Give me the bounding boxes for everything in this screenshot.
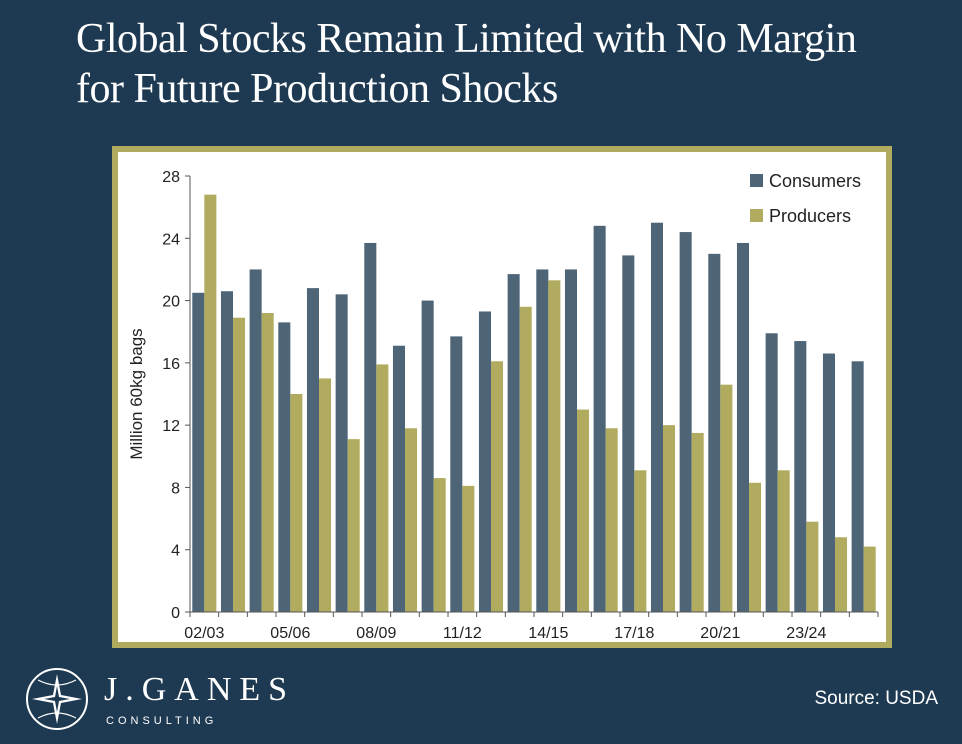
producers-bar — [519, 306, 532, 612]
producers-bar — [605, 428, 618, 612]
consumers-bar — [364, 242, 377, 612]
producers-bar — [863, 546, 876, 612]
producers-bar — [491, 361, 504, 612]
consumers-bar — [650, 222, 663, 612]
title-line-2: for Future Production Shocks — [76, 66, 558, 112]
consumers-bar — [421, 300, 434, 612]
x-tick-label: 08/09 — [356, 625, 396, 642]
producers-bar — [691, 432, 704, 612]
producers-bar — [806, 521, 819, 612]
consumers-bar — [736, 242, 749, 612]
y-tick-label: 28 — [162, 169, 180, 186]
x-tick-label: 11/12 — [443, 625, 482, 642]
y-tick-label: 20 — [162, 294, 180, 311]
consumers-bar — [306, 288, 319, 612]
producers-bar — [634, 470, 647, 612]
producers-bar — [663, 425, 676, 612]
y-tick-label: 16 — [162, 356, 180, 373]
producers-bar — [749, 482, 762, 612]
x-tick-label: 20/21 — [700, 625, 740, 642]
chart-frame: 0 4 8 12 16 20 24 28 02/03 05/06 08/09 11/12 14/15 17… — [112, 146, 892, 648]
producers-bar — [347, 439, 360, 612]
bar-chart: 0 4 8 12 16 20 24 28 02/03 05/06 08/09 11/12 14/15 17… — [127, 169, 879, 642]
producers-bar — [433, 478, 446, 612]
y-tick-label: 24 — [162, 231, 180, 248]
consumers-bar — [450, 336, 463, 612]
producers-bar — [835, 537, 848, 612]
y-tick-label: 0 — [171, 605, 180, 622]
y-tick-label: 8 — [171, 480, 180, 497]
brand-subtitle: CONSULTING — [106, 715, 218, 727]
consumers-bar — [851, 361, 864, 612]
consumers-bar — [249, 269, 262, 612]
consumers-bar — [564, 269, 577, 612]
page-title: Global Stocks Remain Limited with No Mar… — [76, 14, 956, 114]
producers-bar — [405, 428, 418, 612]
producers-bar — [720, 384, 733, 612]
producers-bar — [233, 317, 246, 612]
consumers-bar — [507, 274, 520, 612]
producers-bar — [290, 394, 303, 612]
consumers-bar — [593, 225, 606, 612]
x-tick-label: 23/24 — [786, 625, 826, 642]
producers-bar — [261, 313, 274, 612]
consumers-bar — [708, 253, 721, 612]
x-tick-label: 05/06 — [270, 625, 310, 642]
consumers-bar — [278, 322, 291, 612]
producers-bar — [462, 485, 475, 612]
consumers-bar — [220, 291, 233, 612]
y-axis-label: Million 60kg bags — [127, 328, 146, 459]
producers-bar — [777, 470, 790, 612]
compass-star-logo-icon — [26, 668, 88, 730]
x-tick-label: 17/18 — [614, 625, 654, 642]
producers-bar — [577, 409, 590, 612]
consumers-bar — [335, 294, 348, 612]
legend-label: Producers — [769, 206, 851, 226]
legend-label: Consumers — [769, 171, 861, 191]
consumers-bar — [392, 345, 405, 612]
producers-bar — [204, 194, 217, 612]
consumers-bar — [765, 333, 778, 612]
producers-bar — [376, 364, 389, 612]
consumers-bar — [794, 341, 807, 612]
consumers-bar — [822, 353, 835, 612]
legend-swatch — [750, 174, 763, 187]
consumers-bar — [679, 232, 692, 613]
y-tick-label: 12 — [162, 418, 180, 435]
producers-bar — [319, 378, 332, 612]
consumers-bar — [622, 255, 635, 612]
source-note: Source: USDA — [814, 688, 938, 709]
consumers-bar — [478, 311, 491, 612]
producers-bar — [548, 280, 561, 612]
x-tick-label: 14/15 — [528, 625, 568, 642]
legend-swatch — [750, 209, 763, 222]
consumers-bar — [536, 269, 549, 612]
title-line-1: Global Stocks Remain Limited with No Mar… — [76, 16, 857, 62]
consumers-bar — [192, 292, 205, 612]
x-tick-label: 02/03 — [184, 625, 224, 642]
brand-name: J.GANES — [104, 671, 296, 708]
y-tick-label: 4 — [171, 543, 180, 560]
